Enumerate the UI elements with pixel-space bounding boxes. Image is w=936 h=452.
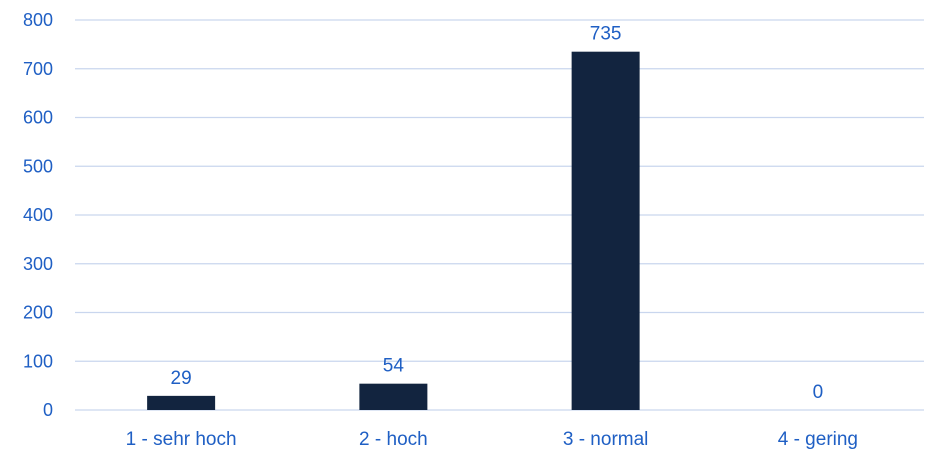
- y-tick-label: 500: [23, 156, 53, 176]
- data-label: 29: [171, 368, 192, 389]
- gridlines: [75, 19, 924, 411]
- x-category-label: 2 - hoch: [359, 429, 428, 450]
- data-labels: 29 54 735 0: [171, 24, 824, 403]
- y-tick-label: 300: [23, 254, 53, 274]
- x-axis-category-labels: 1 - sehr hoch 2 - hoch 3 - normal 4 - gerin…: [126, 429, 858, 450]
- x-category-label: 4 - gering: [778, 429, 858, 450]
- x-category-label: 3 - normal: [563, 429, 649, 450]
- y-tick-label: 400: [23, 205, 53, 225]
- x-category-label: 1 - sehr hoch: [126, 429, 237, 450]
- data-label: 735: [590, 24, 622, 45]
- bars: [147, 51, 640, 410]
- y-axis-tick-labels: 0 100 200 300 400 500 600 700 800: [23, 10, 53, 420]
- y-tick-label: 0: [43, 400, 53, 420]
- y-tick-label: 200: [23, 303, 53, 323]
- bar: [571, 51, 640, 410]
- y-tick-label: 100: [23, 351, 53, 371]
- bar: [147, 395, 216, 410]
- y-tick-label: 700: [23, 59, 53, 79]
- data-label: 0: [813, 382, 824, 403]
- y-tick-label: 800: [23, 10, 53, 30]
- data-label: 54: [383, 356, 405, 377]
- y-tick-label: 600: [23, 108, 53, 128]
- bar: [359, 383, 428, 410]
